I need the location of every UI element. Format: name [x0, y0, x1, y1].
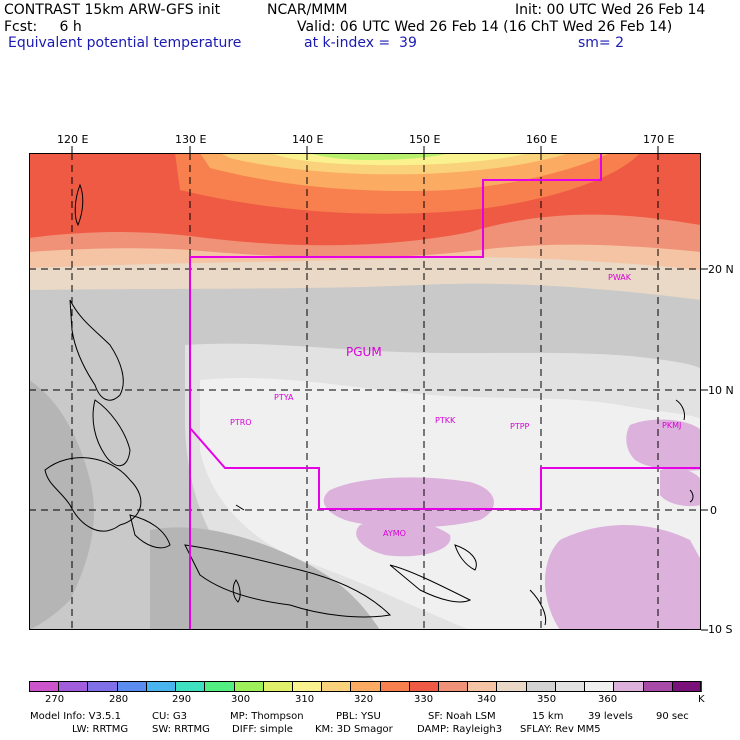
station-label: PTPP	[510, 422, 530, 431]
colorbar-swatch	[204, 681, 235, 692]
coastlines	[44, 183, 694, 626]
colorbar-tick-330: 330	[414, 694, 434, 705]
colorbar-swatch	[233, 681, 264, 692]
colorbar-swatch	[145, 681, 177, 692]
footer-km: KM: 3D Smagor	[315, 724, 393, 735]
organization-label: NCAR/MMM	[267, 2, 348, 18]
footer-model-info: Model Info: V3.5.1	[30, 711, 121, 722]
colorbar-swatch	[29, 681, 60, 692]
colorbar-unit: K	[698, 694, 705, 705]
colorbar-swatch	[87, 681, 118, 692]
valid-time: Valid: 06 UTC Wed 26 Feb 14 (16 ChT Wed …	[297, 19, 673, 35]
lat-label-20n: 20 N	[708, 263, 734, 276]
init-time: Init: 00 UTC Wed 26 Feb 14	[515, 2, 706, 18]
level-index: at k-index = 39	[304, 35, 417, 51]
station-label: PTYA	[274, 393, 294, 402]
colorbar-tick-270: 270	[45, 694, 65, 705]
forecast-hour: Fcst: 6 h	[4, 19, 82, 35]
colorbar-tick-320: 320	[354, 694, 374, 705]
colorbar-swatch	[408, 681, 440, 692]
colorbar-swatch	[116, 681, 147, 692]
colorbar-tick-340: 340	[477, 694, 497, 705]
colorbar-swatch	[584, 681, 615, 692]
colorbar-tick-290: 290	[172, 694, 192, 705]
lon-label-130e: 130 E	[175, 133, 207, 146]
colorbar-tick-360: 360	[598, 694, 618, 705]
colorbar-swatch	[467, 681, 498, 692]
lat-label-10s: 10 S	[708, 623, 733, 636]
colorbar-tick-280: 280	[109, 694, 129, 705]
footer-sflay: SFLAY: Rev MM5	[520, 724, 601, 735]
lon-label-120e: 120 E	[57, 133, 89, 146]
footer-diff: DIFF: simple	[232, 724, 293, 735]
smoothing-value: sm= 2	[578, 35, 625, 51]
station-label: PTKK	[435, 416, 456, 425]
colorbar-swatch	[671, 681, 702, 692]
colorbar-swatch	[175, 681, 206, 692]
lon-label-170e: 170 E	[643, 133, 675, 146]
footer-mp: MP: Thompson	[230, 711, 304, 722]
lon-label-150e: 150 E	[409, 133, 441, 146]
model-title: CONTRAST 15km ARW-GFS init	[4, 2, 221, 18]
lat-label-equator: 0	[710, 504, 717, 517]
colorbar-swatch	[613, 681, 644, 692]
colorbar-swatch	[525, 681, 556, 692]
footer-sw: SW: RRTMG	[152, 724, 210, 735]
station-label: PWAK	[608, 273, 632, 282]
colorbar-swatch	[291, 681, 323, 692]
footer-pbl: PBL: YSU	[336, 711, 381, 722]
footer-lw: LW: RRTMG	[72, 724, 129, 735]
footer-sf: SF: Noah LSM	[428, 711, 496, 722]
colorbar-tick-350: 350	[537, 694, 557, 705]
station-label: PTRO	[230, 418, 252, 427]
colorbar-swatch	[642, 681, 673, 692]
colorbar-swatch	[379, 681, 410, 692]
station-label: PKMJ	[662, 421, 682, 430]
colorbar-swatch	[496, 681, 527, 692]
footer-timestep: 90 sec	[656, 711, 689, 722]
lat-label-10n: 10 N	[708, 384, 734, 397]
colorbar-tick-310: 310	[295, 694, 315, 705]
colorbar-swatch	[262, 681, 293, 692]
footer-damp: DAMP: Rayleigh3	[417, 724, 503, 735]
map-frame	[29, 153, 701, 630]
colorbar-tick-300: 300	[231, 694, 251, 705]
axis-ticks	[71, 146, 708, 631]
field-name: Equivalent potential temperature	[8, 35, 242, 51]
theta-e-field	[29, 153, 701, 630]
colorbar-swatch	[554, 681, 586, 692]
colorbar-swatch	[58, 681, 89, 692]
footer-cu: CU: G3	[152, 711, 187, 722]
area-boundary	[189, 153, 701, 630]
footer-resolution: 15 km	[532, 711, 564, 722]
lon-label-160e: 160 E	[526, 133, 558, 146]
colorbar-swatch	[321, 681, 352, 692]
colorbar-swatch	[350, 681, 381, 692]
lon-label-140e: 140 E	[292, 133, 324, 146]
footer-levels: 39 levels	[588, 711, 633, 722]
colorbar-swatch	[438, 681, 469, 692]
station-label: PGUM	[346, 345, 382, 359]
station-label: AYMO	[383, 529, 406, 538]
